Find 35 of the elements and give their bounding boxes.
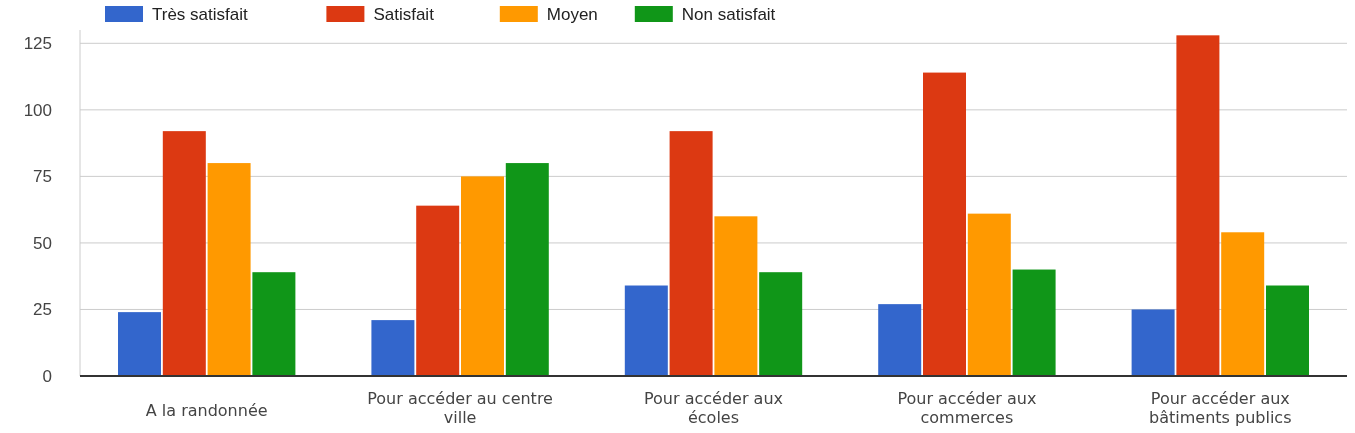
legend-label: Satisfait	[373, 5, 435, 24]
y-tick-label: 50	[33, 233, 52, 253]
y-tick-label: 0	[42, 367, 52, 386]
legend-label: Moyen	[546, 5, 598, 24]
x-tick-label: Pour accéder aux écoles	[644, 389, 783, 427]
bar	[923, 72, 966, 376]
bar	[162, 131, 206, 376]
bar	[669, 131, 713, 376]
bar	[878, 304, 922, 376]
x-tick-label: Pour accéder aux bâtiments publics	[1149, 389, 1292, 427]
bar	[1012, 269, 1056, 376]
bar	[371, 320, 415, 376]
bar	[967, 213, 1011, 376]
y-tick-label: 125	[23, 34, 52, 54]
bar	[118, 312, 162, 376]
y-tick-label: 25	[33, 300, 52, 320]
bar	[1265, 285, 1309, 376]
bar	[1131, 309, 1175, 376]
bar	[624, 285, 668, 376]
bar	[1176, 35, 1220, 376]
x-tick-label: Pour accéder aux commerces	[897, 389, 1037, 427]
bar	[1221, 232, 1265, 376]
bar	[207, 163, 251, 376]
bar	[714, 216, 758, 376]
bar	[461, 176, 504, 376]
legend-label: Très satisfait	[152, 5, 248, 24]
bar	[252, 272, 296, 376]
bar	[416, 205, 460, 376]
legend-label: Non satisfait	[681, 5, 776, 24]
y-tick-label: 75	[33, 167, 52, 187]
y-tick-label: 100	[23, 100, 52, 120]
x-tick-label: Pour accéder au centre ville	[367, 389, 553, 427]
bar	[505, 163, 549, 376]
bar	[759, 272, 803, 376]
x-tick-label: A la randonnée	[145, 401, 268, 420]
